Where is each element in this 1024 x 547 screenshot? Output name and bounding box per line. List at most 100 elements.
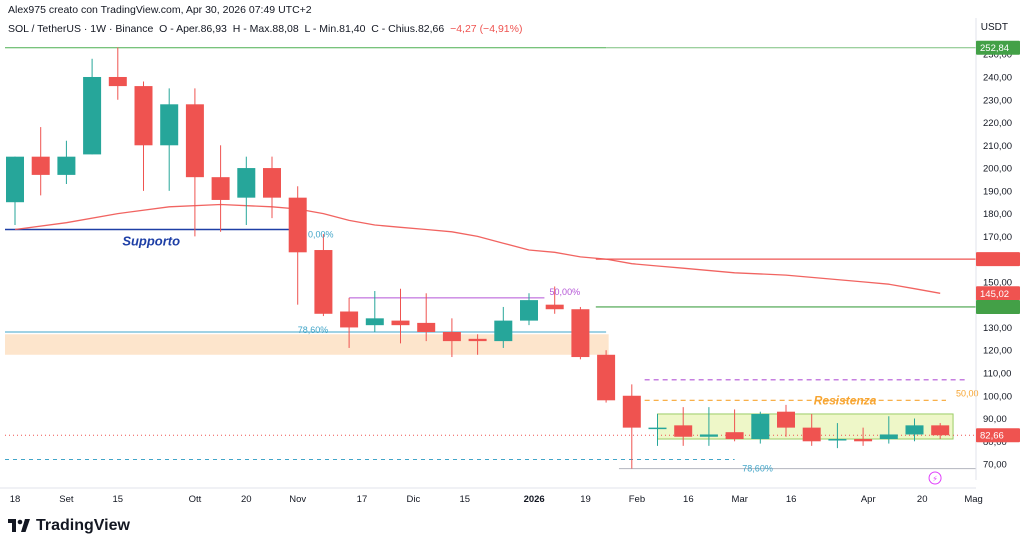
candle-down	[545, 304, 564, 310]
x-tick-label: 18	[10, 494, 21, 505]
candle-down	[442, 332, 461, 342]
symbol-name: SOL / TetherUS · 1W · Binance	[8, 23, 154, 35]
support-zone-orange	[5, 334, 609, 355]
candle-down	[263, 168, 281, 198]
y-tick-label: 70,00	[983, 460, 1007, 471]
candle-down	[31, 156, 50, 175]
candle-up	[699, 434, 718, 437]
open-value: 86,93	[200, 23, 227, 35]
y-tick-label: 80,00	[983, 437, 1007, 448]
candle-down	[622, 395, 641, 428]
candle-down	[391, 320, 410, 326]
tradingview-brand-text: TradingView	[36, 517, 130, 534]
candle-up	[160, 104, 179, 146]
y-tick-label: 190,00	[983, 186, 1012, 197]
candle-down	[468, 338, 487, 342]
x-tick-label: 20	[917, 494, 928, 505]
candle-down	[314, 250, 333, 314]
candle-down	[108, 76, 127, 87]
candle-up	[57, 156, 76, 175]
x-tick-label: 19	[580, 494, 591, 505]
candles-layer	[6, 47, 950, 469]
candle-up	[648, 427, 667, 430]
high-label: H - Max.	[232, 23, 273, 35]
candle-up	[751, 413, 770, 440]
tradingview-brand[interactable]: TradingView	[8, 517, 130, 535]
candle-down	[854, 439, 873, 442]
fib-786-label-a: 78,60%	[298, 325, 329, 335]
y-tick-label: 110,00	[983, 368, 1011, 379]
candle-down	[134, 86, 153, 146]
moving-average-line	[14, 203, 941, 294]
candle-up	[83, 76, 102, 155]
x-tick-label: 17	[357, 494, 368, 505]
candle-down	[777, 411, 795, 428]
event-marker-icon	[928, 471, 942, 485]
x-tick-label: Mag	[964, 494, 982, 505]
fib-50-label-a: 50,00%	[550, 287, 581, 297]
x-tick-label: Feb	[629, 494, 645, 505]
ma-price-badge-bg	[976, 286, 1020, 301]
top-line-price-badge: 252,84	[980, 43, 1009, 54]
candle-up	[494, 320, 513, 342]
candle-down	[674, 425, 693, 437]
support-label: Supporto	[122, 234, 180, 249]
low-label: L - Min.	[304, 23, 340, 35]
x-tick-label: 16	[683, 494, 694, 505]
annotations-layer: Supporto Resistenza 0,00% 78,60% 50,00% 78,60…	[122, 230, 979, 485]
candle-down	[725, 432, 744, 440]
y-tick-label: 180,00	[983, 209, 1012, 220]
y-tick-label: 210,00	[983, 141, 1012, 152]
red-level-badge-bg	[976, 252, 1020, 267]
x-tick-label: 15	[113, 494, 124, 505]
low-value: 81,40	[339, 23, 366, 35]
x-tick-label: Mar	[732, 494, 748, 505]
y-tick-label: 150,00	[983, 277, 1012, 288]
fib-50-label-b: 50,00	[956, 388, 979, 398]
candle-down	[802, 427, 821, 442]
x-tick-label: Ott	[189, 494, 202, 505]
candle-up	[520, 300, 538, 321]
y-tick-label: 120,00	[983, 346, 1012, 357]
y-tick-label: 240,00	[983, 72, 1012, 83]
candle-down	[211, 177, 230, 200]
y-tick-label: 90,00	[983, 414, 1007, 425]
last-price-badge-bg	[976, 428, 1020, 443]
y-tick-label: 220,00	[983, 118, 1012, 129]
candle-up	[6, 156, 24, 203]
symbol-legend: SOL / TetherUS · 1W · Binance O - Aper.8…	[8, 23, 522, 35]
close-label: C - Chius.	[371, 23, 418, 35]
y-tick-label: 250,00	[983, 50, 1012, 61]
fib-0-label: 0,00%	[308, 230, 334, 240]
top-line-price-badge-bg	[976, 40, 1020, 55]
x-tick-label: Apr	[861, 494, 876, 505]
candle-down	[417, 322, 436, 332]
x-tick-label: Nov	[289, 494, 306, 505]
fib-786-label-b: 78,60%	[742, 464, 773, 474]
candle-down	[185, 104, 204, 178]
y-tick-label: 230,00	[983, 95, 1012, 106]
high-value: 88,08	[272, 23, 299, 35]
x-tick-label: Dic	[406, 494, 420, 505]
green-mid-badge-bg	[976, 299, 1020, 314]
chart-zones	[5, 334, 954, 440]
ma-price-badge: 145,02	[980, 289, 1009, 300]
y-tick-label: 170,00	[983, 232, 1012, 243]
candle-down	[340, 311, 359, 328]
candle-up	[828, 439, 847, 441]
y-tick-label: 200,00	[983, 164, 1012, 175]
candle-up	[237, 168, 256, 198]
candle-down	[597, 354, 616, 401]
currency-label: USDT	[980, 22, 1008, 33]
author-line: Alex975 creato con TradingView.com, Apr …	[8, 4, 312, 16]
close-value: 82,66	[417, 23, 445, 35]
x-tick-label: Set	[59, 494, 74, 505]
lightning-icon: ⚡	[932, 475, 938, 484]
candle-up	[365, 318, 384, 326]
x-tick-label: 16	[786, 494, 797, 505]
tradingview-logo-icon	[8, 519, 30, 532]
resistance-label: Resistenza	[814, 393, 877, 407]
y-tick-label: 100,00	[983, 391, 1012, 402]
candle-down	[931, 425, 950, 436]
